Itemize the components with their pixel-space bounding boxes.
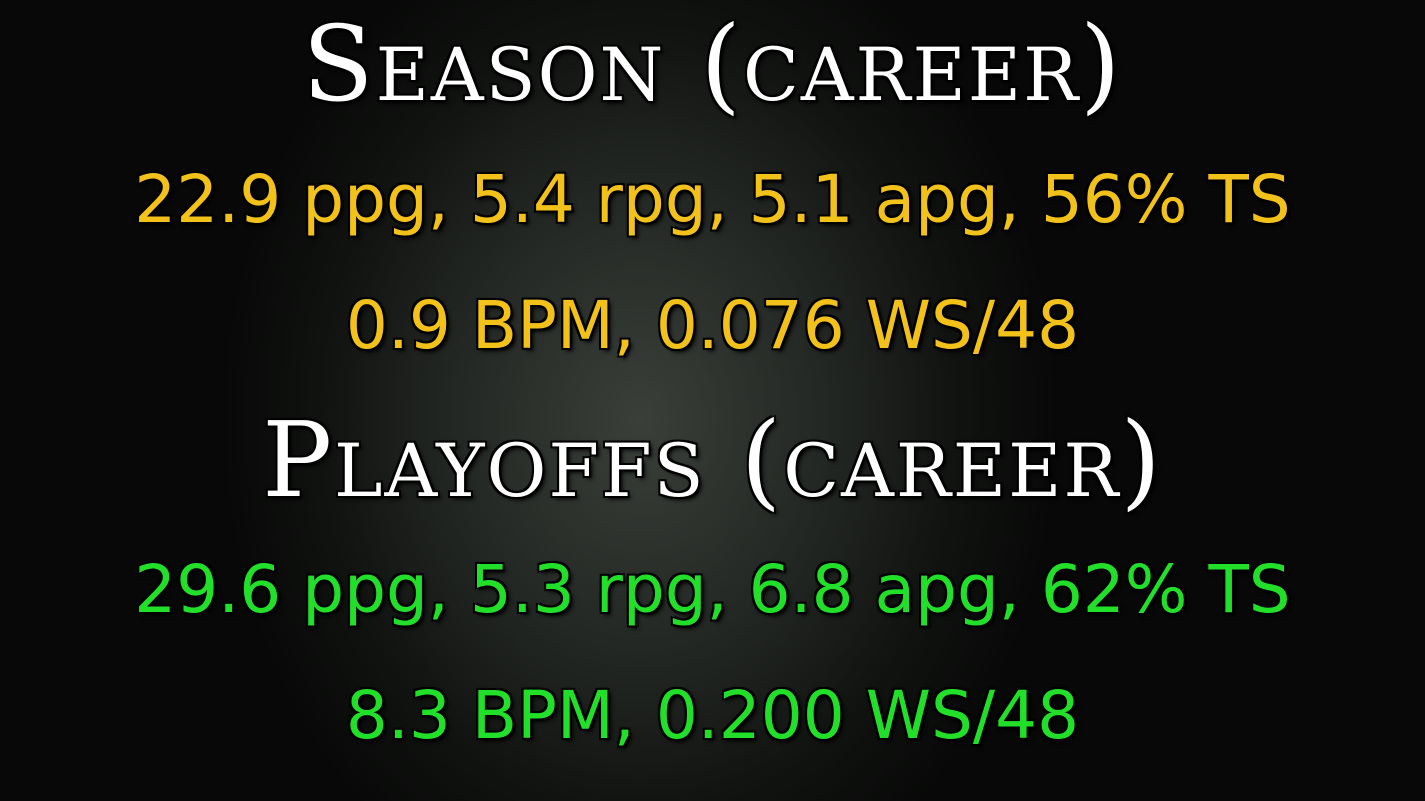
playoffs-stats-line-2: 8.3 BPM, 0.200 WS/48 xyxy=(345,677,1080,754)
playoffs-title: Playoffs (career) xyxy=(262,399,1163,521)
season-stats-line-1: 22.9 ppg, 5.4 rpg, 5.1 apg, 56% TS xyxy=(134,161,1291,238)
season-title: Season (career) xyxy=(302,3,1123,125)
season-stats-line-2: 0.9 BPM, 0.076 WS/48 xyxy=(345,287,1080,364)
playoffs-stats-line-1: 29.6 ppg, 5.3 rpg, 6.8 apg, 62% TS xyxy=(134,551,1291,628)
